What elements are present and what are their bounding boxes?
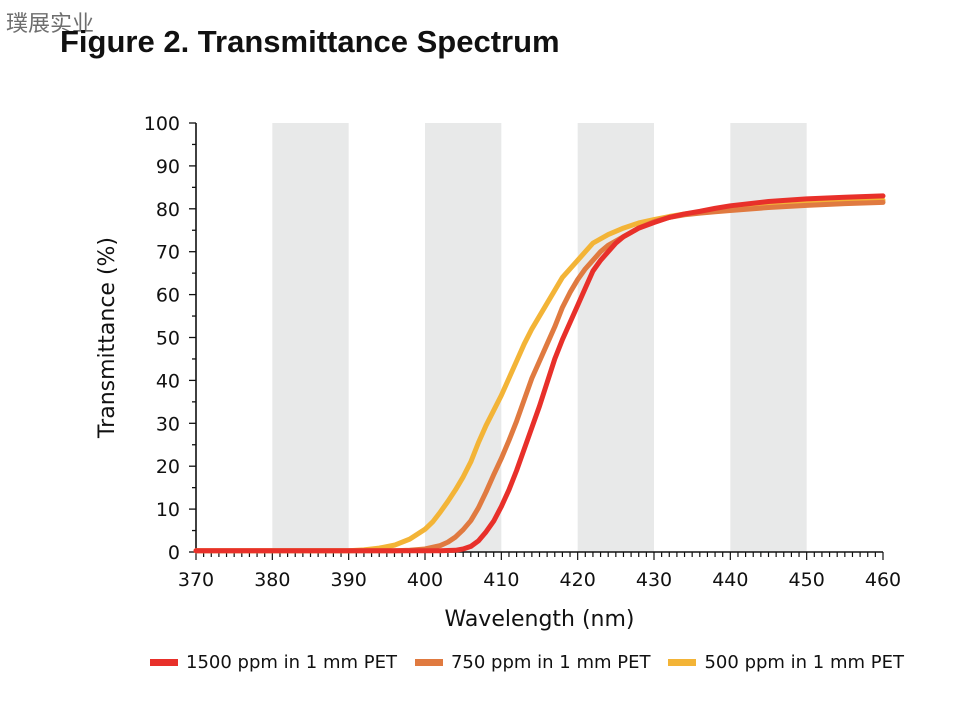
x-tick-label: 390 <box>331 569 367 591</box>
y-tick-label: 60 <box>156 285 180 307</box>
x-tick-label: 370 <box>178 569 214 591</box>
series-line-0 <box>193 193 886 554</box>
x-tick-label: 440 <box>712 569 748 591</box>
x-tick-label: 450 <box>789 569 825 591</box>
legend-item-2: 500 ppm in 1 mm PET <box>668 652 904 673</box>
legend: 1500 ppm in 1 mm PET 750 ppm in 1 mm PET 5… <box>150 652 922 673</box>
x-tick-label: 410 <box>483 569 519 591</box>
shaded-band-2 <box>577 123 654 552</box>
chart-title: Figure 2. Transmittance Spectrum <box>60 24 560 59</box>
legend-swatch <box>150 659 178 666</box>
legend-label: 1500 ppm in 1 mm PET <box>186 652 397 673</box>
x-tick-label: 400 <box>407 569 443 591</box>
x-tick-label: 430 <box>636 569 672 591</box>
y-tick-label: 100 <box>144 113 180 135</box>
y-tick-label: 90 <box>156 156 180 178</box>
x-tick-label: 460 <box>865 569 901 591</box>
legend-swatch <box>668 659 697 666</box>
y-tick-label: 10 <box>156 499 180 521</box>
legend-swatch <box>414 659 443 666</box>
y-tick-label: 40 <box>156 370 180 392</box>
legend-item-0: 1500 ppm in 1 mm PET <box>150 652 397 673</box>
shaded-band-3 <box>730 123 807 552</box>
y-axis-title: Transmittance (%) <box>95 237 120 439</box>
y-tick-label: 80 <box>156 199 180 221</box>
shaded-band-0 <box>272 123 349 552</box>
legend-item-1: 750 ppm in 1 mm PET <box>414 652 651 673</box>
x-tick-label: 420 <box>560 569 596 591</box>
y-tick-label: 20 <box>156 456 180 478</box>
legend-label: 750 ppm in 1 mm PET <box>450 652 651 673</box>
y-tick-label: 70 <box>156 242 180 264</box>
x-axis-title: Wavelength (nm) <box>444 607 634 632</box>
y-tick-label: 50 <box>156 328 180 350</box>
y-tick-label: 0 <box>168 542 180 564</box>
y-tick-label: 30 <box>156 413 180 435</box>
x-tick-label: 380 <box>254 569 290 591</box>
watermark: 璞展实业 <box>6 12 95 37</box>
legend-label: 500 ppm in 1 mm PET <box>704 652 904 673</box>
